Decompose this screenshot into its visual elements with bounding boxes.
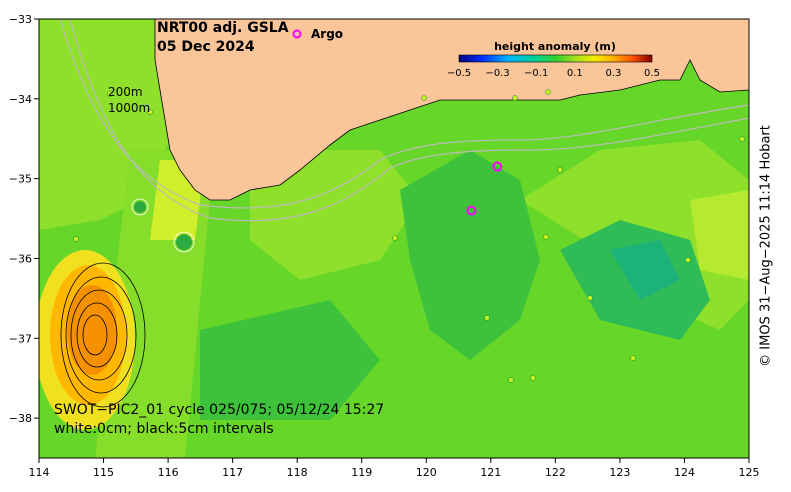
colorbar-tick-label: 0.1 xyxy=(567,68,583,79)
map-field xyxy=(39,19,749,458)
x-tick-label: 125 xyxy=(739,466,760,479)
colorbar-tick-label: 0.5 xyxy=(644,68,660,79)
y-tick-label: −34 xyxy=(9,93,32,106)
argo-float-marker xyxy=(466,205,477,216)
x-tick-label: 118 xyxy=(287,466,308,479)
isobath-label-200m: 200m xyxy=(108,85,143,99)
teal-low-center xyxy=(610,240,680,300)
warm-eddy-core xyxy=(67,285,117,375)
title-line-2: 05 Dec 2024 xyxy=(157,39,255,55)
swot-caption-line-2: white:0cm; black:5cm intervals xyxy=(54,421,274,437)
x-tick-label: 115 xyxy=(93,466,114,479)
colorbar-ticks: −0.5 −0.3 −0.1 0.1 0.3 0.5 xyxy=(447,68,660,79)
colorbar-title: height anomaly (m) xyxy=(494,40,616,53)
x-tick-label: 122 xyxy=(545,466,566,479)
y-tick-label: −37 xyxy=(9,332,32,345)
argo-markers xyxy=(466,161,503,216)
dark-green-zone-central xyxy=(400,150,540,360)
x-tick-label: 121 xyxy=(480,466,501,479)
map-frame xyxy=(38,18,750,459)
isobath-label-1000m: 1000m xyxy=(108,101,150,115)
y-tick-label: −33 xyxy=(9,13,32,26)
light-green-zone-west xyxy=(250,150,420,280)
x-tick-label: 119 xyxy=(351,466,372,479)
x-tick-label: 120 xyxy=(416,466,437,479)
x-tick-label: 124 xyxy=(674,466,695,479)
small-cold-eddy-2 xyxy=(134,201,146,213)
x-tick-label: 117 xyxy=(222,466,243,479)
dark-green-zone-southwest xyxy=(200,300,380,420)
land-mass xyxy=(154,19,749,201)
y-axis: −33 −34 −35 −36 −37 −38 xyxy=(9,13,39,425)
altimetry-dots xyxy=(73,89,745,383)
argo-float-marker xyxy=(492,161,503,172)
imos-credit: © IMOS 31−Aug−2025 11:14 Hobart xyxy=(758,125,774,367)
yellow-green-zone-east xyxy=(690,190,749,280)
y-tick-label: −36 xyxy=(9,252,32,265)
x-tick-label: 116 xyxy=(158,466,179,479)
small-cold-eddy-1 xyxy=(176,234,192,250)
title-line-1: NRT00 adj. GSLA xyxy=(157,20,289,36)
argo-legend-icon xyxy=(292,29,302,39)
colorbar-tick-label: 0.3 xyxy=(605,68,621,79)
x-tick-label: 123 xyxy=(609,466,630,479)
swot-caption-line-1: SWOT−PIC2_01 cycle 025/075; 05/12/24 15:… xyxy=(54,402,384,418)
colorbar-tick-label: −0.3 xyxy=(485,68,509,79)
swot-contours-black xyxy=(60,262,146,408)
isobath-contours xyxy=(59,19,749,222)
x-axis: 114 115 116 117 118 119 120 121 122 123 124 125 xyxy=(29,458,760,479)
x-tick-label: 114 xyxy=(29,466,50,479)
swot-contours-white xyxy=(131,198,195,253)
y-tick-label: −35 xyxy=(9,173,32,186)
argo-legend-label: Argo xyxy=(311,27,343,41)
y-tick-label: −38 xyxy=(9,412,32,425)
colorbar xyxy=(458,54,653,63)
colorbar-tick-label: −0.1 xyxy=(524,68,548,79)
colorbar-tick-label: −0.5 xyxy=(447,68,471,79)
